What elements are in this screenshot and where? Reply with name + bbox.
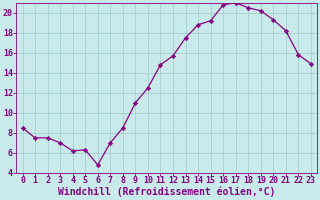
X-axis label: Windchill (Refroidissement éolien,°C): Windchill (Refroidissement éolien,°C) (58, 187, 276, 197)
